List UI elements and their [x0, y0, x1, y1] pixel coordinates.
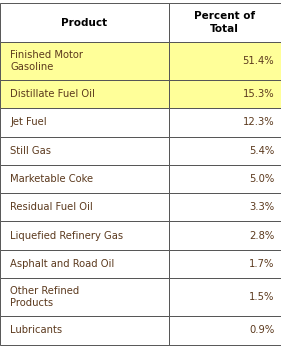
- Text: Other Refined
Products: Other Refined Products: [10, 286, 79, 308]
- Bar: [0, 221, 169, 250]
- Bar: [0, 250, 169, 278]
- Text: 5.4%: 5.4%: [249, 146, 274, 156]
- Text: Lubricants: Lubricants: [10, 325, 62, 335]
- Bar: [0, 108, 169, 136]
- Text: 3.3%: 3.3%: [249, 202, 274, 212]
- Bar: [0, 193, 169, 221]
- Text: Marketable Coke: Marketable Coke: [10, 174, 93, 184]
- Bar: [169, 42, 281, 80]
- Bar: [0, 136, 169, 165]
- Bar: [0, 42, 169, 80]
- Bar: [0, 278, 169, 316]
- Bar: [0, 316, 169, 345]
- Text: 1.5%: 1.5%: [249, 292, 274, 302]
- Bar: [169, 193, 281, 221]
- Text: 0.9%: 0.9%: [249, 325, 274, 335]
- Bar: [169, 165, 281, 193]
- Text: Residual Fuel Oil: Residual Fuel Oil: [10, 202, 93, 212]
- Bar: [0, 165, 169, 193]
- Text: Jet Fuel: Jet Fuel: [10, 117, 47, 127]
- Text: Asphalt and Road Oil: Asphalt and Road Oil: [10, 259, 114, 269]
- Bar: [169, 316, 281, 345]
- Text: Product: Product: [61, 18, 107, 27]
- Text: Finished Motor
Gasoline: Finished Motor Gasoline: [10, 50, 83, 72]
- Bar: [169, 108, 281, 136]
- Text: Percent of
Total: Percent of Total: [194, 11, 255, 34]
- Text: Still Gas: Still Gas: [10, 146, 51, 156]
- Text: 15.3%: 15.3%: [243, 89, 274, 99]
- Bar: [169, 250, 281, 278]
- Bar: [169, 278, 281, 316]
- Bar: [169, 221, 281, 250]
- Text: Liquefied Refinery Gas: Liquefied Refinery Gas: [10, 231, 123, 240]
- Bar: [169, 80, 281, 108]
- Bar: [169, 136, 281, 165]
- Text: 12.3%: 12.3%: [243, 117, 274, 127]
- Text: 51.4%: 51.4%: [243, 56, 274, 66]
- Text: 2.8%: 2.8%: [249, 231, 274, 240]
- Bar: [0, 80, 169, 108]
- Bar: [169, 3, 281, 42]
- Bar: [0, 3, 169, 42]
- Text: 1.7%: 1.7%: [249, 259, 274, 269]
- Text: 5.0%: 5.0%: [249, 174, 274, 184]
- Text: Distillate Fuel Oil: Distillate Fuel Oil: [10, 89, 95, 99]
